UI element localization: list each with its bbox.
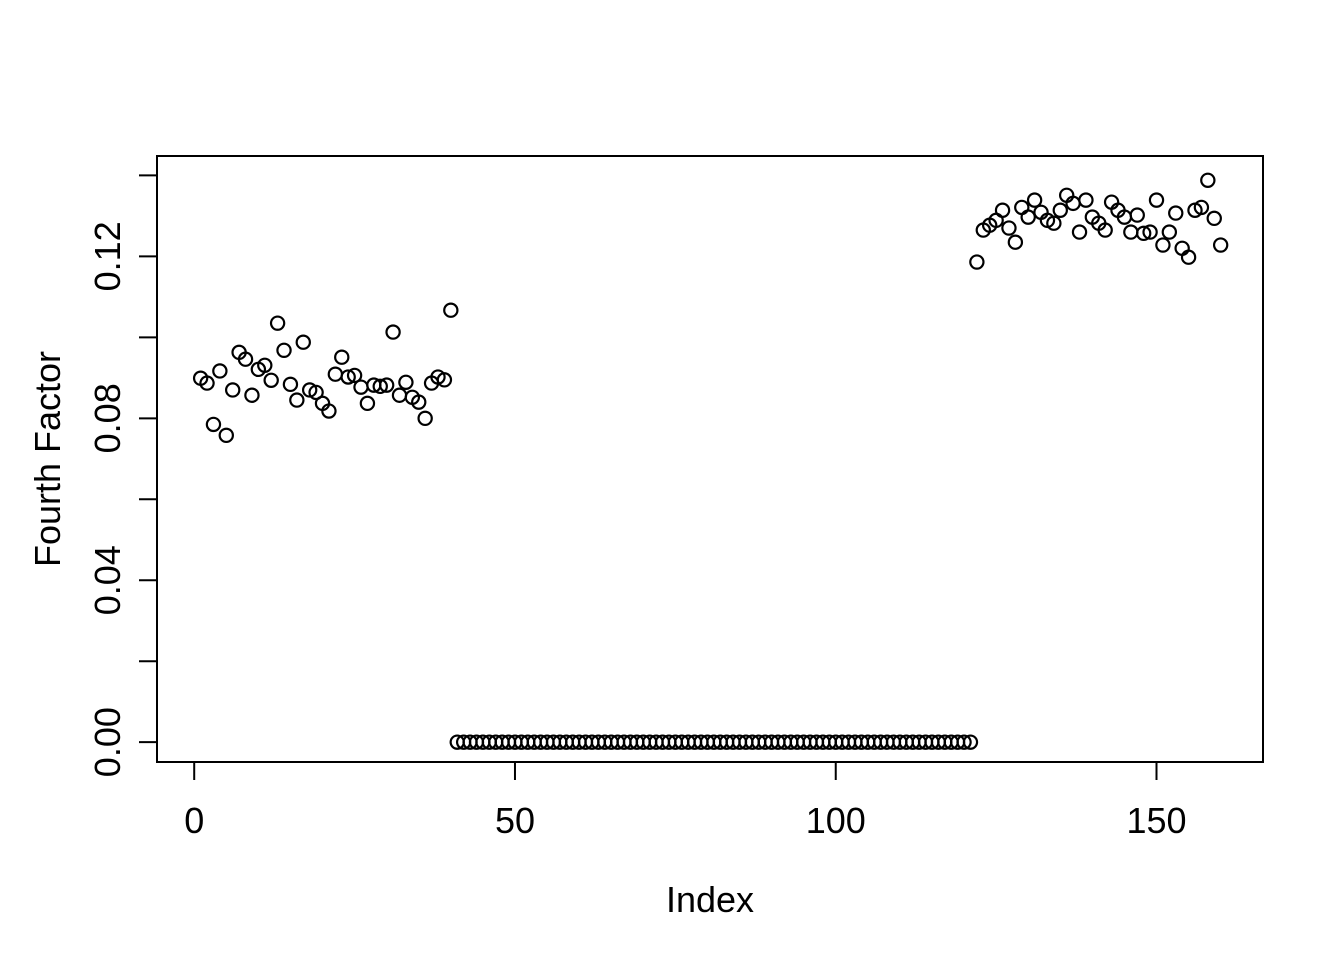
data-point <box>1155 237 1171 253</box>
data-point <box>1014 199 1030 216</box>
data-point <box>1212 237 1229 253</box>
data-point <box>1180 249 1197 265</box>
data-point <box>199 375 215 391</box>
data-point <box>289 392 305 408</box>
x-tick-label: 150 <box>1126 800 1186 841</box>
data-point <box>398 374 414 390</box>
x-tick-label: 50 <box>495 800 535 841</box>
data-point <box>263 372 279 388</box>
x-tick-label: 0 <box>184 800 204 841</box>
data-point <box>334 349 350 365</box>
plot-border <box>156 155 1264 763</box>
data-point <box>282 376 299 393</box>
data-point <box>1148 192 1165 208</box>
data-point <box>346 367 363 384</box>
data-point <box>295 334 311 350</box>
data-point <box>1020 209 1036 225</box>
y-tick-label: 0.08 <box>87 383 128 453</box>
data-point <box>1200 172 1216 188</box>
data-point <box>962 734 979 750</box>
data-point <box>372 378 388 395</box>
y-axis-ticks <box>139 174 157 744</box>
axis-labels: Index Fourth Factor <box>27 351 754 920</box>
data-point <box>385 324 401 340</box>
data-point <box>225 382 241 398</box>
plot-box <box>156 155 1264 763</box>
data-point <box>237 351 254 367</box>
data-point <box>276 342 292 359</box>
data-point <box>340 369 356 385</box>
data-points <box>192 172 1229 750</box>
data-point <box>436 372 453 388</box>
data-point <box>391 387 408 403</box>
data-point <box>1001 220 1017 236</box>
data-point <box>1168 205 1184 221</box>
y-axis-label: Fourth Factor <box>27 351 68 567</box>
data-point <box>1135 225 1152 242</box>
data-point <box>1046 215 1062 231</box>
data-point <box>1206 210 1222 227</box>
data-point <box>1026 192 1043 208</box>
x-axis-label: Index <box>666 879 754 920</box>
data-point <box>969 254 985 270</box>
data-point <box>1052 202 1068 218</box>
data-point <box>1193 199 1210 216</box>
y-tick-label: 0.12 <box>87 221 128 291</box>
data-point <box>378 377 395 393</box>
data-point <box>359 395 376 412</box>
data-point <box>212 363 228 379</box>
y-axis-tick-labels: 0.00 0.04 0.08 0.12 <box>87 221 128 777</box>
data-point <box>956 734 972 750</box>
data-point <box>257 357 273 373</box>
data-point <box>1071 224 1088 240</box>
x-tick-label: 100 <box>806 800 866 841</box>
data-point <box>308 384 324 401</box>
data-point <box>205 416 222 433</box>
data-point <box>1161 224 1178 240</box>
data-point <box>1142 224 1158 240</box>
data-point <box>321 403 337 419</box>
data-point <box>411 394 427 410</box>
y-tick-label: 0.00 <box>87 707 128 777</box>
x-axis-tick-labels: 0 50 100 150 <box>184 800 1186 841</box>
data-point <box>1097 222 1113 238</box>
data-point <box>417 410 433 427</box>
data-point <box>994 202 1011 218</box>
data-point <box>1174 240 1190 256</box>
data-point <box>269 315 286 331</box>
data-point <box>1129 207 1145 223</box>
data-point <box>443 302 459 318</box>
y-tick-label: 0.04 <box>87 545 128 615</box>
data-point <box>1007 234 1024 250</box>
data-point <box>1123 224 1139 240</box>
x-axis-ticks <box>193 762 1158 780</box>
data-point <box>353 379 369 395</box>
data-point <box>1078 192 1094 208</box>
data-point <box>244 387 260 403</box>
data-point <box>327 366 344 382</box>
data-point <box>218 427 234 444</box>
